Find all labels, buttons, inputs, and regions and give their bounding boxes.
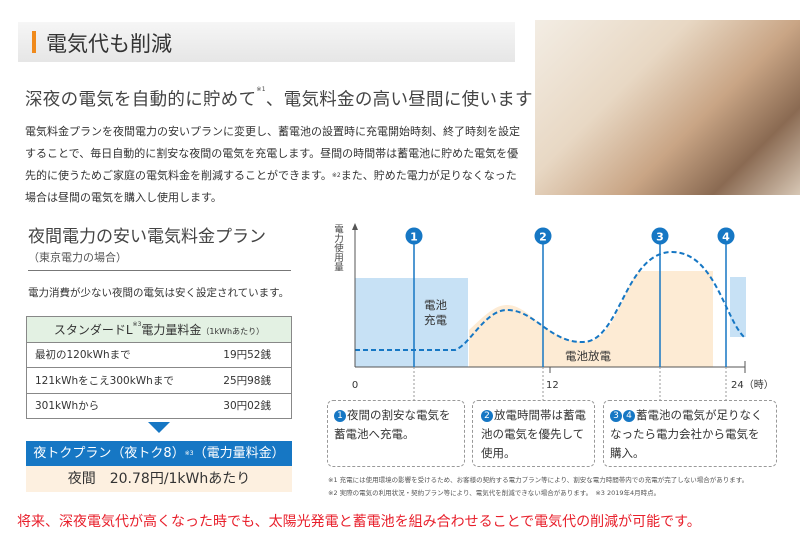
plan-rest: （電力量料金）: [193, 446, 285, 461]
callout-box-3: 3 4 蓄電池の電気が足りなくなったら電力会社から電気を購入。: [603, 400, 777, 467]
row-label: 301kWhから: [26, 392, 205, 419]
down-arrow-icon: [148, 422, 170, 433]
y-axis-arrow: [352, 223, 358, 230]
plan-note: 電力消費が少ない夜間の電気は安く設定されています。: [28, 287, 290, 299]
row-value: 19円52銭: [204, 341, 292, 368]
accent-bar: [32, 31, 36, 53]
table-row: 最初の120kWhまで 19円52銭: [26, 341, 292, 368]
callout-box-2: 2 放電時間帯は蓄電池の電気を優先して使用。: [472, 400, 595, 467]
number-badge: 4: [623, 410, 635, 422]
footnote-mark: ※3: [132, 320, 142, 328]
body-text: 電気料金プランを夜間電力の安いプランに変更し、蓄電池の設置時に充電開始時刻、終了…: [25, 121, 525, 209]
marker-number: 2: [539, 231, 547, 244]
footnote-mark: ※2: [331, 172, 341, 179]
night-plan-label: 夜トクプラン（夜トク8）※3（電力量料金）: [26, 441, 292, 466]
subtitle-text: 深夜の電気を自動的に貯めて: [25, 90, 257, 110]
number-badge: 3: [610, 410, 622, 422]
bottom-message: 将来、深夜電気代が高くなった時でも、太陽光発電と蓄電池を組み合わせることで電気代…: [17, 514, 701, 530]
marker-number: 1: [410, 231, 418, 244]
discharge-label: 電池放電: [565, 349, 611, 363]
header-rest: 電力量料金: [141, 322, 202, 337]
y-axis-label: 電力使用量: [332, 224, 343, 272]
header-unit: （1kWhあたり）: [201, 326, 265, 336]
body-p1: 電気料金プランを夜間電力の安いプランに変更し、蓄電池の設置時に充電開始時刻、終了…: [25, 125, 520, 182]
charge-label: 電池充電: [424, 298, 447, 327]
tick-label: 24（時）: [731, 379, 774, 391]
row-label: 最初の120kWhまで: [26, 341, 205, 368]
section-header: 電気代も削減: [18, 22, 515, 62]
night-plan-value: 夜間 20.78円/1kWhあたり: [26, 466, 292, 492]
section-title: 電気代も削減: [46, 32, 172, 56]
callout-box-1: 1 夜間の割安な電気を蓄電池へ充電。: [327, 400, 465, 467]
footnote-mark: ※3: [184, 450, 194, 457]
marker-badge: [717, 227, 735, 245]
marker-number: 4: [722, 231, 730, 244]
footnote-mark: ※1: [256, 86, 266, 93]
divider: [28, 270, 291, 271]
callout-text: 放電時間帯は蓄電池の電気を優先して使用。: [481, 408, 586, 460]
footnote-1: ※1 充電には使用環境の影響を受けるため、お客様の契約する電力プラン等により、割…: [328, 476, 749, 484]
table-row: 121kWhをこえ300kWhまで 25円98銭: [26, 367, 292, 393]
plan-name: 夜トクプラン（夜トク8）: [33, 446, 185, 461]
plan-title: 夜間電力の安い電気料金プラン: [28, 227, 266, 247]
subtitle: 深夜の電気を自動的に貯めて※1、電気料金の高い昼間に使います: [25, 86, 533, 111]
tick-label: 0: [352, 380, 358, 391]
tick-label: 12: [546, 380, 559, 391]
subtitle-rest: 、電気料金の高い昼間に使います: [265, 90, 533, 110]
marker-badge: [405, 227, 423, 245]
callout-text: 夜間の割安な電気を蓄電池へ充電。: [334, 408, 451, 441]
body-p2: また、貯めた電力が足りなくなった場合は昼間の電気を購入し使用します。: [25, 169, 517, 204]
footnote-2: ※2 実際の電気の利用状況・契約プラン等により、電気代を削減できない場合がありま…: [328, 489, 661, 497]
usage-curve: [355, 250, 746, 351]
charge-area: [355, 278, 468, 367]
number-badge: 1: [334, 410, 346, 422]
family-photo: [535, 20, 800, 195]
header-text: スタンダードL: [53, 322, 133, 337]
marker-badge: [534, 227, 552, 245]
row-value: 30円02銭: [204, 392, 292, 419]
discharge-area: [469, 271, 713, 367]
callout-text: 蓄電池の電気が足りなくなったら電力会社から電気を購入。: [610, 408, 763, 460]
row-value: 25円98銭: [204, 367, 292, 393]
marker-number: 3: [656, 231, 664, 244]
rate-table: スタンダードL※3電力量料金（1kWhあたり） 最初の120kWhまで 19円52…: [26, 316, 292, 419]
number-badge: 2: [481, 410, 493, 422]
table-row: 301kWhから 30円02銭: [26, 392, 292, 419]
plan-subtitle: （東京電力の場合）: [28, 251, 127, 264]
row-label: 121kWhをこえ300kWhまで: [26, 367, 205, 393]
table-header: スタンダードL※3電力量料金（1kWhあたり）: [26, 316, 292, 342]
marker-badge: [651, 227, 669, 245]
